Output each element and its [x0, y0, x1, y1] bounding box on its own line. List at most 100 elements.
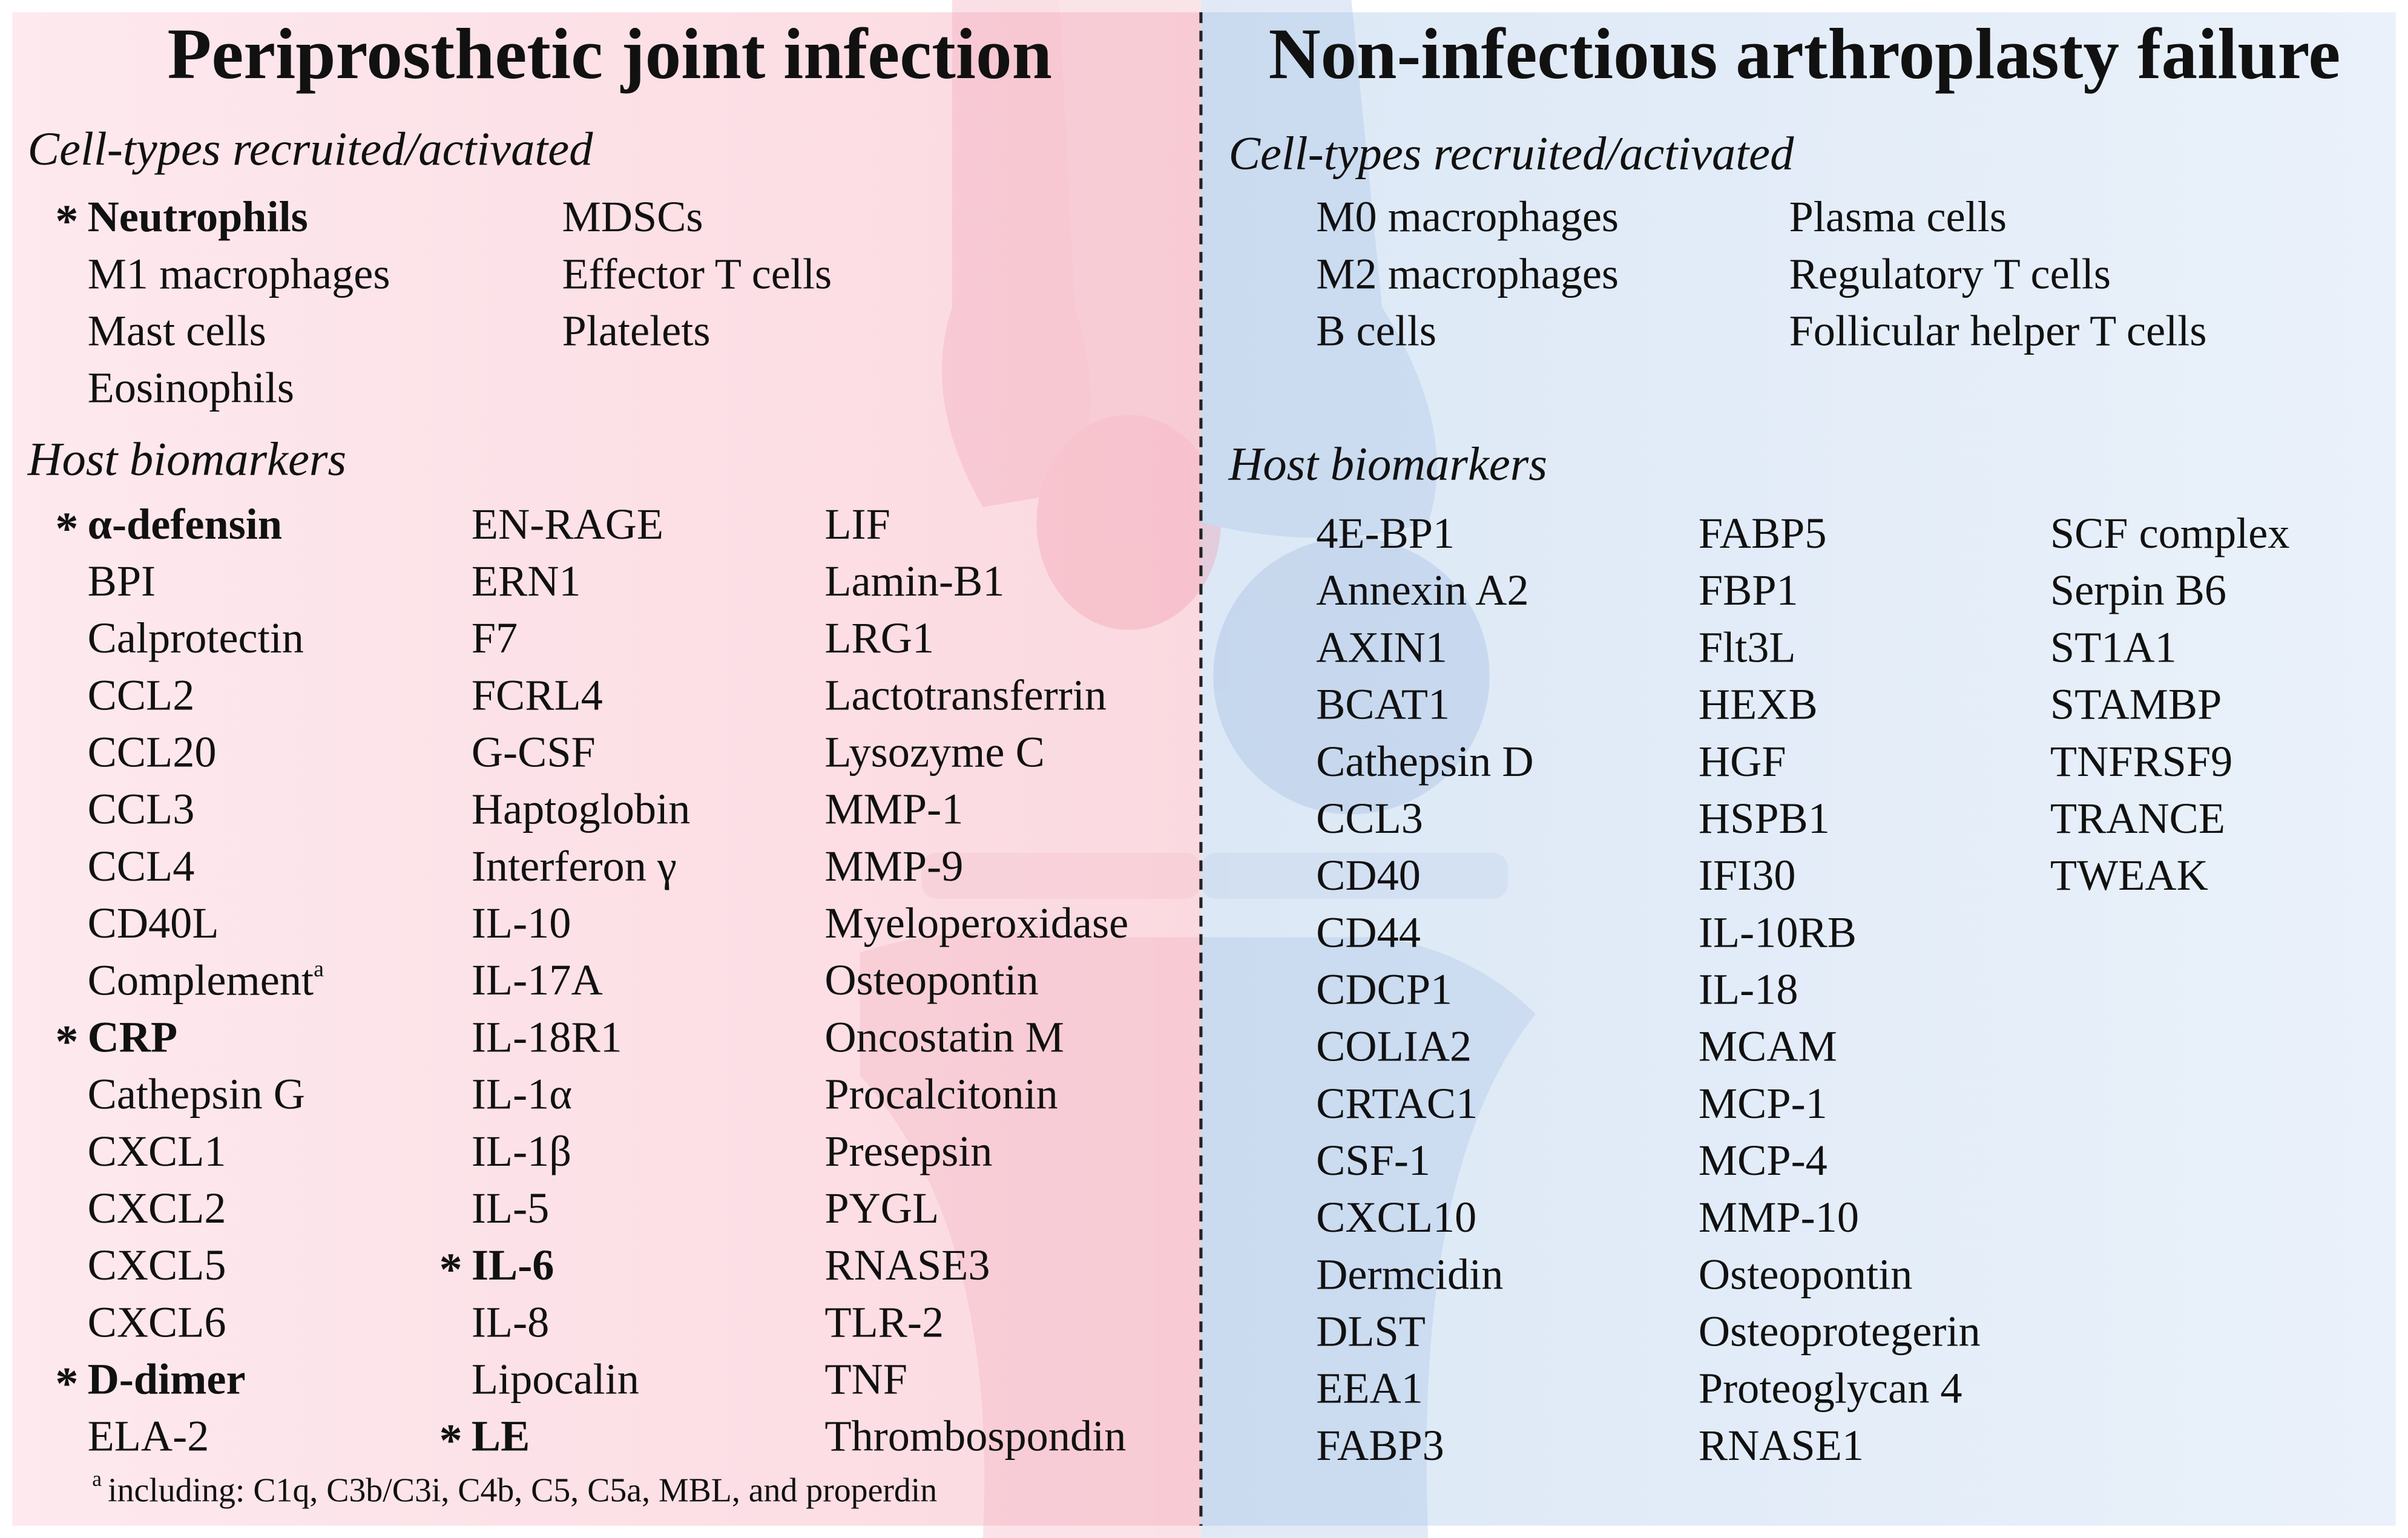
panel-title: Non-infectious arthroplasty failure — [1269, 14, 2341, 94]
list-item: CD44 — [1316, 908, 1421, 956]
list-item: FCRL4 — [472, 671, 603, 719]
list-item: Interferon γ — [472, 842, 677, 890]
list-item: TWEAK — [2050, 851, 2208, 899]
list-item: Lipocalin — [472, 1355, 639, 1403]
highlighted-item: IL-6 — [472, 1241, 554, 1289]
list-item: IL-18R1 — [472, 1013, 622, 1061]
item-text: Complement — [88, 956, 314, 1004]
list-item: COLIA2 — [1316, 1022, 1472, 1071]
highlight-asterisk: * — [55, 503, 78, 554]
highlighted-item: α-defensin — [88, 500, 283, 548]
list-item: B cells — [1316, 306, 1436, 355]
highlight-asterisk: * — [439, 1244, 462, 1295]
panel-title: Periprosthetic joint infection — [167, 14, 1051, 94]
section-heading: Cell-types recruited/activated — [1229, 127, 1794, 180]
list-item: CXCL5 — [88, 1241, 226, 1289]
list-item: CDCP1 — [1316, 965, 1452, 1013]
list-item: IL-17A — [472, 956, 603, 1004]
list-item: CCL20 — [88, 728, 217, 777]
list-item: CCL2 — [88, 671, 195, 719]
list-item: SCF complex — [2050, 509, 2290, 557]
list-item: Lysozyme C — [824, 728, 1044, 777]
list-item: TNF — [824, 1355, 907, 1403]
list-item: Osteopontin — [824, 956, 1038, 1004]
list-item: IL-8 — [472, 1298, 549, 1346]
list-item: BCAT1 — [1316, 680, 1450, 729]
list-item: IFI30 — [1699, 851, 1796, 899]
list-item: ELA-2 — [88, 1412, 209, 1461]
list-item: STAMBP — [2050, 680, 2222, 729]
list-item: CD40L — [88, 899, 219, 947]
list-item: Effector T cells — [562, 249, 832, 298]
list-item: CXCL2 — [88, 1184, 226, 1232]
list-item: HSPB1 — [1699, 794, 1830, 843]
list-item: CRTAC1 — [1316, 1079, 1478, 1128]
list-item: CXCL10 — [1316, 1193, 1476, 1241]
list-item: TNFRSF9 — [2050, 737, 2232, 786]
list-item: MMP-10 — [1699, 1193, 1859, 1241]
list-item: M0 macrophages — [1316, 192, 1619, 241]
list-item: CD40 — [1316, 851, 1421, 899]
list-item: Complementa — [88, 956, 324, 1004]
list-item: Annexin A2 — [1316, 566, 1528, 614]
list-item: CCL3 — [1316, 794, 1423, 843]
list-item: Flt3L — [1699, 623, 1796, 671]
list-item: Mast cells — [88, 306, 266, 355]
list-item: Osteoprotegerin — [1699, 1307, 1981, 1356]
highlighted-item: D-dimer — [88, 1355, 246, 1403]
list-item: CXCL6 — [88, 1298, 226, 1346]
list-item: BPI — [88, 557, 156, 605]
list-item: CSF-1 — [1316, 1136, 1430, 1185]
list-item: CCL3 — [88, 785, 195, 833]
list-item: Lamin-B1 — [824, 557, 1004, 605]
footnote-mark: a — [314, 956, 324, 982]
list-item: Myeloperoxidase — [824, 899, 1128, 947]
list-item: IL-18 — [1699, 965, 1798, 1013]
list-item: Osteopontin — [1699, 1250, 1912, 1298]
section-heading: Host biomarkers — [27, 433, 346, 486]
list-item: Cathepsin G — [88, 1070, 305, 1119]
list-item: Thrombospondin — [824, 1412, 1126, 1461]
list-item: M1 macrophages — [88, 249, 390, 298]
list-item: IL-1α — [472, 1070, 572, 1119]
list-item: RNASE3 — [824, 1241, 990, 1289]
left-panel-bg — [12, 12, 1201, 1526]
list-item: EEA1 — [1316, 1364, 1423, 1413]
footnote-text: including: C1q, C3b/C3i, C4b, C5, C5a, M… — [108, 1471, 937, 1509]
highlighted-item: LE — [472, 1412, 530, 1461]
list-item: TRANCE — [2050, 794, 2225, 843]
section-heading: Host biomarkers — [1228, 438, 1547, 490]
list-item: IL-10RB — [1699, 908, 1857, 956]
list-item: LIF — [824, 500, 890, 548]
list-item: G-CSF — [472, 728, 596, 777]
list-item: Platelets — [562, 306, 711, 355]
list-item: DLST — [1316, 1307, 1426, 1356]
list-item: Oncostatin M — [824, 1013, 1064, 1061]
list-item: LRG1 — [824, 614, 934, 662]
highlight-asterisk: * — [55, 1016, 78, 1067]
list-item: MMP-1 — [824, 785, 963, 833]
list-item: AXIN1 — [1316, 623, 1447, 671]
list-item: RNASE1 — [1699, 1421, 1864, 1470]
list-item: Eosinophils — [88, 364, 294, 412]
list-item: CCL4 — [88, 842, 195, 890]
list-item: MCP-4 — [1699, 1136, 1827, 1185]
list-item: HGF — [1699, 737, 1786, 786]
list-item: Cathepsin D — [1316, 737, 1533, 786]
list-item: IL-5 — [472, 1184, 549, 1232]
list-item: FABP3 — [1316, 1421, 1444, 1470]
list-item: Follicular helper T cells — [1789, 306, 2207, 355]
list-item: Dermcidin — [1316, 1250, 1503, 1298]
highlighted-item: Neutrophils — [88, 192, 308, 241]
list-item: FABP5 — [1699, 509, 1827, 557]
list-item: MMP-9 — [824, 842, 963, 890]
list-item: Presepsin — [824, 1127, 992, 1175]
list-item: MDSCs — [562, 192, 703, 241]
highlighted-item: CRP — [88, 1013, 178, 1061]
list-item: Lactotransferrin — [824, 671, 1107, 719]
list-item: ERN1 — [472, 557, 581, 605]
list-item: MCP-1 — [1699, 1079, 1827, 1128]
knee-illustration — [860, 0, 1536, 1538]
